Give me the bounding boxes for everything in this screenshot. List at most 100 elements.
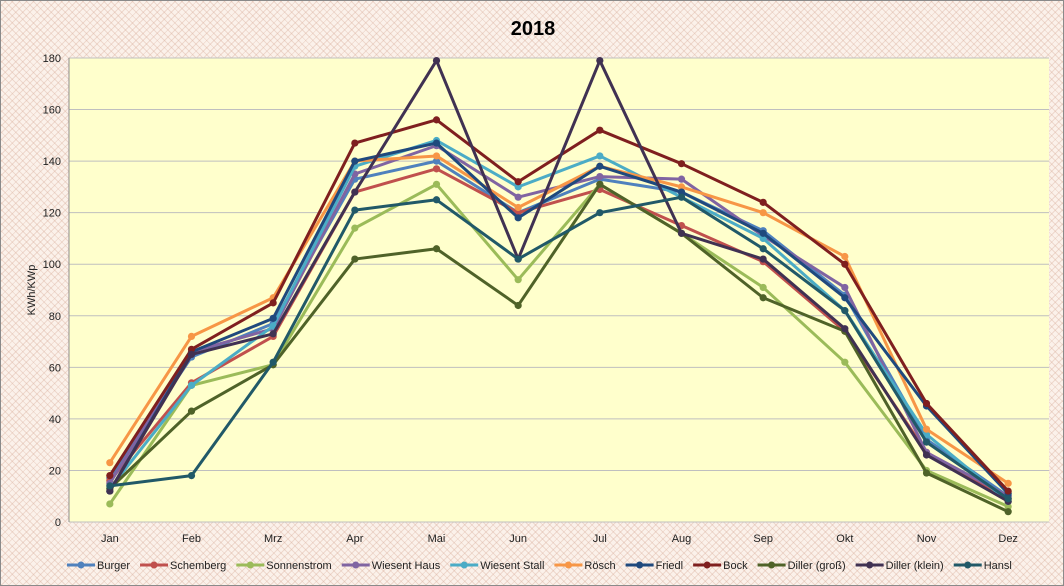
data-point <box>596 180 604 188</box>
series-line <box>109 195 1010 501</box>
data-point <box>351 206 359 214</box>
data-point <box>1004 495 1012 503</box>
series-line <box>108 159 1010 498</box>
data-point <box>596 126 604 134</box>
data-point <box>596 172 604 181</box>
y-tick-label: 140 <box>43 156 61 168</box>
data-point <box>596 56 604 65</box>
data-point <box>187 350 196 359</box>
data-point <box>841 260 849 268</box>
data-point <box>514 214 522 222</box>
legend-item: Diller (groß) <box>757 560 846 572</box>
data-point <box>432 180 441 188</box>
series-line <box>108 182 1009 514</box>
data-point <box>432 56 441 65</box>
data-point <box>841 307 849 315</box>
data-point <box>106 459 114 467</box>
data-point <box>677 160 686 168</box>
legend-swatch-marker <box>352 561 360 569</box>
legend-item: Friedl <box>625 560 684 572</box>
y-tick-label: 100 <box>43 259 61 271</box>
data-point <box>841 252 849 261</box>
data-point <box>432 245 441 253</box>
data-point <box>759 255 767 263</box>
legend-label: Burger <box>97 560 130 572</box>
data-point <box>514 183 522 191</box>
plot-area <box>69 58 1049 522</box>
legend-label: Sonnenstrom <box>266 560 331 572</box>
legend-swatch-marker <box>460 561 468 569</box>
data-point <box>269 314 277 322</box>
data-point <box>106 500 114 508</box>
y-tick-label: 0 <box>55 517 61 529</box>
data-point <box>351 224 359 232</box>
data-point <box>841 283 849 292</box>
data-point <box>514 255 522 263</box>
legend-label: Diller (klein) <box>886 560 944 572</box>
data-point <box>841 294 849 302</box>
data-point <box>759 229 767 237</box>
data-point <box>677 188 686 196</box>
x-tick-label: Jan <box>101 533 119 545</box>
data-point <box>351 139 359 147</box>
data-point <box>841 325 849 333</box>
x-tick-label: Feb <box>182 533 201 545</box>
x-tick-label: Mrz <box>264 533 282 545</box>
legend-swatch-marker <box>768 561 776 569</box>
data-point <box>187 407 196 415</box>
legend-label: Wiesent Haus <box>372 560 441 572</box>
legend-swatch-marker <box>636 561 644 569</box>
data-point <box>187 472 196 480</box>
y-tick-label: 40 <box>49 414 61 426</box>
data-point <box>432 157 441 165</box>
legend-item: Schemberg <box>140 560 226 572</box>
x-tick-label: Nov <box>917 533 937 545</box>
data-point <box>432 152 441 160</box>
data-point <box>1004 487 1012 495</box>
data-point <box>514 178 522 186</box>
data-point <box>841 358 849 366</box>
x-tick-label: Sep <box>753 533 773 545</box>
data-point <box>596 209 604 217</box>
data-point <box>677 183 686 191</box>
data-point <box>677 193 686 201</box>
legend-label: Wiesent Stall <box>480 560 544 572</box>
data-point <box>514 301 522 310</box>
x-tick-label: Aug <box>672 533 692 545</box>
data-point <box>1004 479 1012 487</box>
x-tick-label: Okt <box>836 533 853 545</box>
data-point <box>759 294 767 302</box>
legend-swatch-marker <box>150 561 158 569</box>
legend-swatch-marker <box>246 561 254 569</box>
legend-swatch-marker <box>866 561 874 569</box>
legend-label: Diller (groß) <box>788 560 846 572</box>
data-point <box>432 165 441 173</box>
data-point <box>106 487 114 495</box>
data-point <box>106 472 114 480</box>
data-point <box>922 430 931 438</box>
series-10 <box>106 193 1012 503</box>
legend-item: Sonnenstrom <box>236 560 332 572</box>
data-point <box>1004 502 1012 511</box>
data-point <box>269 358 277 366</box>
legend-item: Wiesent Stall <box>450 560 544 572</box>
x-tick-label: Jun <box>509 533 527 545</box>
x-tick-label: Dez <box>998 533 1018 545</box>
data-point <box>514 193 522 201</box>
legend-label: Bock <box>723 560 748 572</box>
data-point <box>922 469 931 477</box>
y-tick-label: 180 <box>43 53 61 65</box>
data-point <box>759 283 767 292</box>
y-axis-label: KWh/KWp <box>26 265 38 316</box>
data-point <box>759 198 767 206</box>
data-point <box>351 255 359 263</box>
legend-swatch-marker <box>77 561 85 569</box>
data-point <box>596 152 604 160</box>
legend-item: Diller (klein) <box>855 560 944 572</box>
data-point <box>432 116 441 124</box>
legend-label: Friedl <box>656 560 684 572</box>
data-point <box>759 234 767 243</box>
legend-label: Rösch <box>584 560 615 572</box>
data-point <box>922 425 931 433</box>
